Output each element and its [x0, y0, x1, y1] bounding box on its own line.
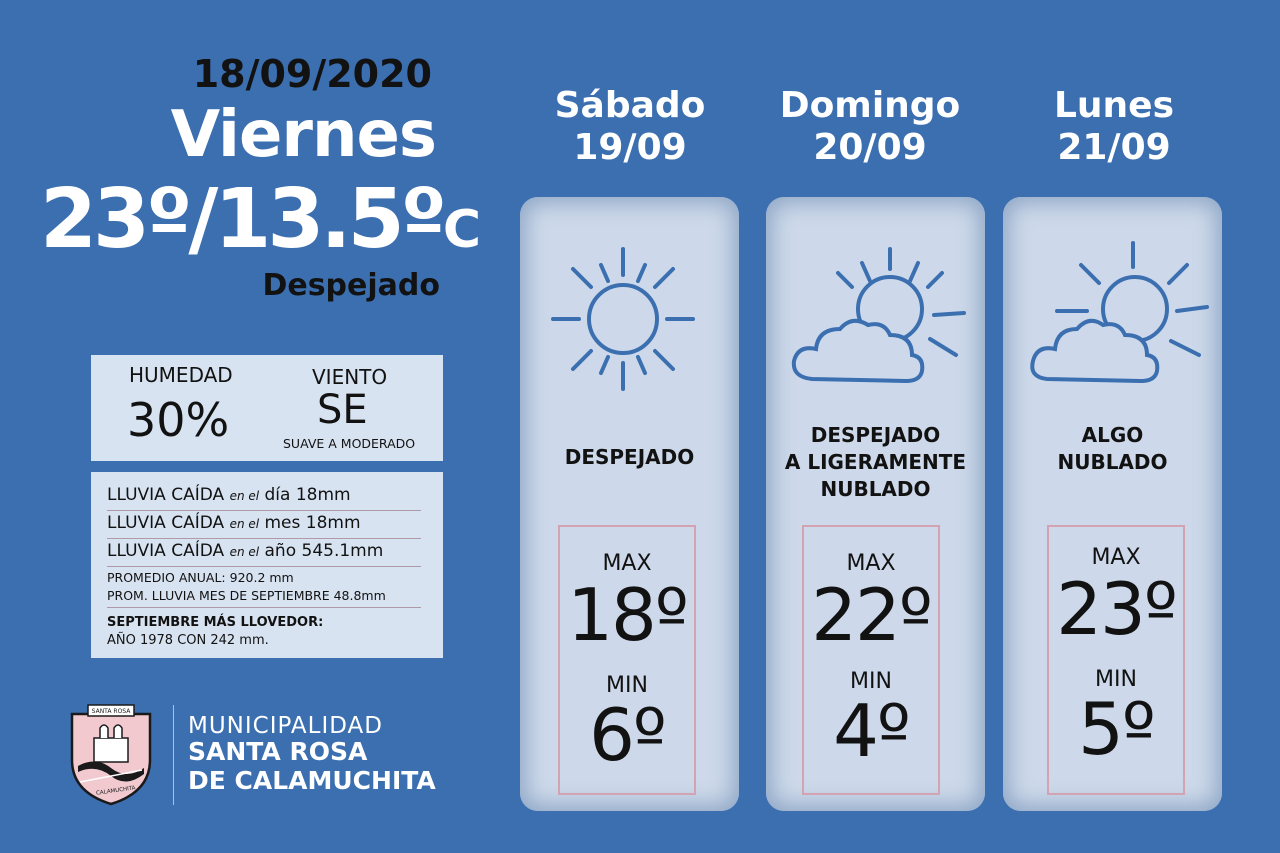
record-title: SEPTIEMBRE MÁS LLOVEDOR: [107, 615, 324, 630]
rain-row-month: LLUVIA CAÍDA en el mes 18mm [107, 513, 421, 539]
record-value: AÑO 1978 CON 242 mm. [107, 633, 269, 648]
forecast-card-0: DESPEJADO MAX 18º MIN 6º [520, 197, 739, 811]
rain-small-text: en el [229, 489, 260, 503]
forecast-header-2: Lunes 21/09 [1004, 85, 1224, 169]
max-temp: 22º [811, 573, 933, 657]
min-temp: 5º [1078, 687, 1156, 771]
forecast-date: 21/09 [1057, 127, 1171, 168]
rain-row-year: LLUVIA CAÍDA en el año 545.1mm [107, 541, 421, 567]
temp-unit: C [442, 200, 482, 260]
today-date: 18/09/2020 [192, 52, 432, 96]
rain-value: 545.1mm [301, 541, 384, 561]
today-condition: Despejado [262, 268, 440, 303]
forecast-header-1: Domingo 20/09 [760, 85, 980, 169]
temp-box: MAX 18º MIN 6º [558, 525, 696, 795]
humidity-wind-panel: HUMEDAD 30% VIENTO SE SUAVE A MODERADO [91, 355, 443, 461]
forecast-date: 20/09 [813, 127, 927, 168]
max-temp: 18º [567, 573, 689, 657]
rain-row-day: LLUVIA CAÍDA en el día 18mm [107, 485, 421, 511]
forecast-date: 19/09 [573, 127, 687, 168]
condition-line: A LIGERAMENTE [784, 450, 967, 474]
forecast-condition: DESPEJADO A LIGERAMENTE NUBLADO [766, 422, 985, 503]
min-label: MIN [1095, 667, 1137, 692]
rain-period: día [264, 485, 291, 505]
logo-divider [173, 705, 174, 805]
logo-line-santa-rosa: SANTA ROSA [188, 737, 368, 766]
forecast-day: Lunes [1053, 85, 1175, 126]
forecast-card-1: DESPEJADO A LIGERAMENTE NUBLADO MAX 22º … [766, 197, 985, 811]
humidity-label: HUMEDAD [129, 363, 233, 387]
rain-panel: LLUVIA CAÍDA en el día 18mm LLUVIA CAÍDA… [91, 472, 443, 658]
forecast-condition: ALGO NUBLADO [1003, 422, 1222, 476]
forecast-card-2: ALGO NUBLADO MAX 23º MIN 5º [1003, 197, 1222, 811]
rain-small-text: en el [229, 545, 260, 559]
today-temp-value: 23º/13.5º [40, 172, 447, 267]
forecast-day: Sábado [554, 85, 706, 126]
condition-line: ALGO [1081, 423, 1144, 447]
sun-cloud-icon [1030, 241, 1209, 384]
logo-line-municipality: MUNICIPALIDAD [188, 713, 383, 739]
rain-label: LLUVIA CAÍDA [107, 513, 225, 533]
max-label: MAX [602, 551, 652, 576]
annual-average: PROMEDIO ANUAL: 920.2 mm [107, 570, 294, 585]
today-temperature: 23º/13.5ºC [40, 172, 481, 267]
rain-label: LLUVIA CAÍDA [107, 541, 225, 561]
max-label: MAX [846, 551, 896, 576]
rain-small-text: en el [229, 517, 260, 531]
today-day: Viernes [170, 98, 437, 172]
rain-period: año [264, 541, 297, 561]
crest-bottom-text: CALAMUCHITA [96, 785, 136, 796]
condition-line: NUBLADO [1057, 450, 1168, 474]
sun-cloud-icon [791, 247, 966, 384]
crest-top-text: SANTA ROSA [92, 708, 132, 715]
condition-line: DESPEJADO [810, 423, 941, 447]
wind-label: VIENTO [312, 365, 388, 389]
max-temp: 23º [1056, 567, 1178, 651]
min-temp: 6º [589, 693, 667, 777]
min-label: MIN [850, 669, 892, 694]
rain-period: mes [264, 513, 301, 533]
rain-value: 18mm [295, 485, 351, 505]
forecast-header-0: Sábado 19/09 [520, 85, 740, 169]
forecast-condition: DESPEJADO [520, 444, 739, 471]
max-label: MAX [1091, 545, 1141, 570]
wind-direction: SE [317, 387, 368, 433]
municipality-crest-icon: SANTA ROSA CALAMUCHITA [70, 704, 152, 806]
condition-line: DESPEJADO [564, 445, 695, 469]
rain-value: 18mm [305, 513, 361, 533]
min-temp: 4º [833, 689, 911, 773]
condition-line: NUBLADO [820, 477, 931, 501]
wind-description: SUAVE A MODERADO [283, 436, 416, 451]
rain-label: LLUVIA CAÍDA [107, 485, 225, 505]
min-label: MIN [606, 673, 648, 698]
september-average: PROM. LLUVIA MES DE SEPTIEMBRE 48.8mm [107, 588, 421, 608]
logo-line-calamuchita: DE CALAMUCHITA [188, 766, 436, 795]
sun-icon [551, 247, 695, 391]
temp-box: MAX 23º MIN 5º [1047, 525, 1185, 795]
temp-box: MAX 22º MIN 4º [802, 525, 940, 795]
forecast-day: Domingo [779, 85, 961, 126]
humidity-value: 30% [127, 393, 230, 447]
